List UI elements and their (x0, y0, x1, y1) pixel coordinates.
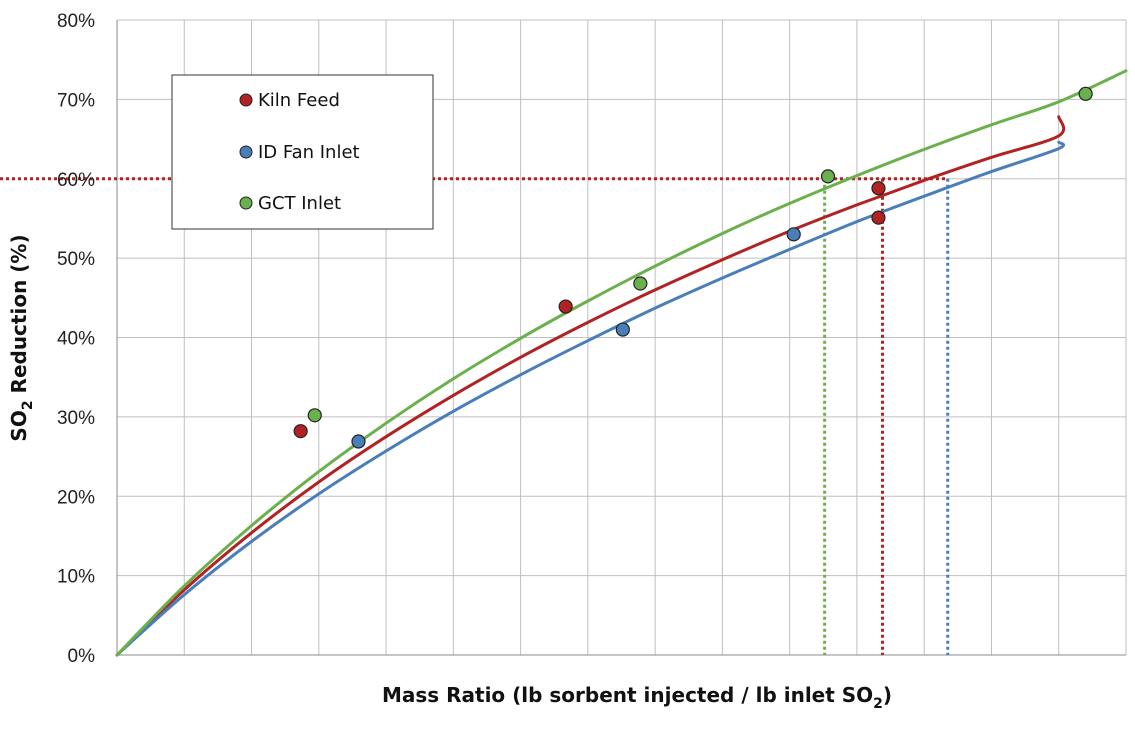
fit-curve-gct-inlet (115, 69, 1128, 657)
data-point-kiln-feed (558, 299, 573, 314)
data-point-kiln-feed (871, 210, 886, 225)
data-point-gct-inlet (1078, 86, 1093, 101)
data-point-id-fan-inlet (351, 434, 366, 449)
legend-item-gct-inlet: GCT Inlet (239, 193, 341, 214)
legend: Kiln Feed ID Fan Inlet GCT Inlet (171, 74, 434, 230)
y-tick-label: 40% (57, 329, 95, 350)
legend-marker-id-fan-inlet (239, 145, 253, 159)
legend-label-id-fan-inlet: ID Fan Inlet (258, 142, 360, 163)
reference-lines (0, 177, 950, 655)
y-tick-labels: 0% 10% 20% 30% 40% 50% 60% 70% 80% (57, 11, 95, 667)
y-tick-label: 30% (57, 408, 95, 429)
data-point-gct-inlet (307, 408, 322, 423)
fit-curve-kiln-feed (115, 115, 1066, 657)
y-tick-label: 70% (57, 90, 95, 111)
fit-curves (115, 69, 1128, 657)
legend-item-id-fan-inlet: ID Fan Inlet (239, 142, 360, 163)
data-point-id-fan-inlet (615, 322, 630, 337)
y-tick-label: 60% (57, 170, 95, 191)
gridlines (116, 19, 1127, 656)
legend-marker-gct-inlet (239, 196, 253, 210)
y-tick-label: 50% (57, 249, 95, 270)
x-axis-title: Mass Ratio (lb sorbent injected / lb inl… (382, 683, 892, 712)
legend-box (171, 74, 434, 230)
y-axis-title: SO2 Reduction (%) (7, 234, 36, 441)
data-points (293, 86, 1093, 449)
data-point-kiln-feed (871, 181, 886, 196)
data-point-gct-inlet (820, 169, 836, 184)
data-point-kiln-feed (293, 424, 308, 439)
legend-marker-kiln-feed (239, 93, 253, 107)
y-tick-label: 0% (68, 646, 96, 667)
legend-label-kiln-feed: Kiln Feed (258, 90, 340, 111)
y-tick-label: 20% (57, 487, 95, 508)
legend-item-kiln-feed: Kiln Feed (239, 90, 340, 111)
legend-label-gct-inlet: GCT Inlet (258, 193, 341, 214)
data-point-id-fan-inlet (786, 227, 801, 242)
y-tick-label: 10% (57, 567, 95, 588)
y-tick-label: 80% (57, 11, 95, 32)
fit-curve-id-fan-inlet (115, 140, 1066, 657)
data-point-gct-inlet (633, 276, 648, 291)
